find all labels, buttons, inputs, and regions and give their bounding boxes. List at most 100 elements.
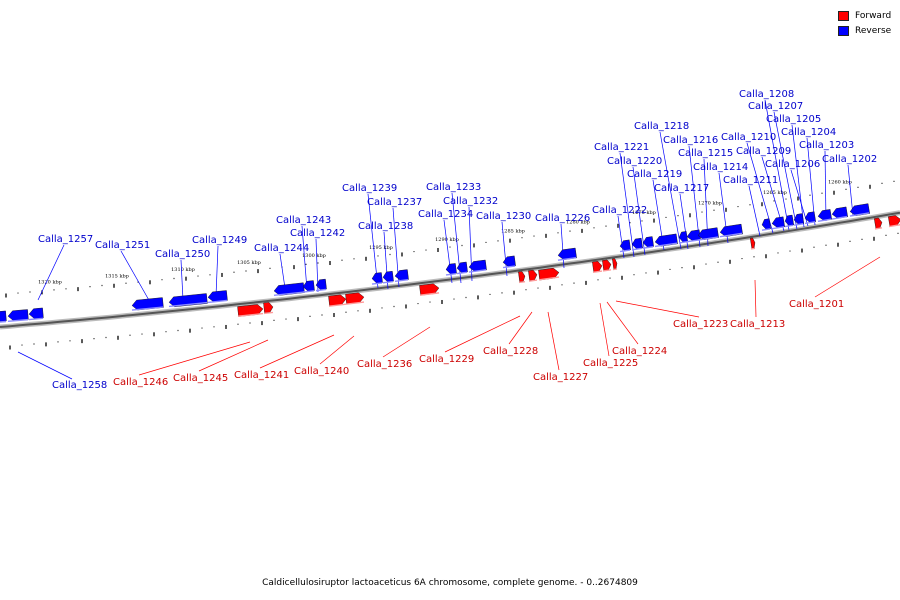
reverse-gene-arrow[interactable] [131, 297, 164, 311]
reverse-gene-arrow[interactable] [784, 214, 794, 226]
reverse-gene-arrow[interactable] [761, 218, 771, 230]
forward-gene-arrow[interactable] [345, 292, 365, 305]
tick-label: 1305 kbp [237, 260, 261, 266]
forward-gene-arrow[interactable] [592, 261, 603, 273]
reverse-gene-arrow[interactable] [619, 239, 631, 251]
reverse-gene-label[interactable]: Calla_1221 [594, 142, 649, 153]
forward-gene-arrow[interactable] [750, 237, 756, 249]
forward-gene-arrow[interactable] [518, 271, 526, 283]
reverse-gene-label[interactable]: Calla_1203 [799, 140, 854, 151]
reverse-gene-arrow[interactable] [804, 211, 816, 223]
reverse-gene-label[interactable]: Calla_1258 [52, 380, 107, 391]
reverse-gene-label[interactable]: Calla_1244 [254, 243, 309, 254]
reverse-gene-arrow[interactable] [642, 236, 654, 248]
reverse-gene-arrow[interactable] [445, 263, 457, 275]
reverse-gene-arrow-shadow [804, 221, 816, 225]
reverse-gene-arrow[interactable] [817, 209, 832, 221]
reverse-gene-arrow[interactable] [456, 261, 468, 273]
forward-gene-label[interactable]: Calla_1228 [483, 346, 538, 357]
reverse-gene-arrow[interactable] [631, 237, 643, 250]
reverse-gene-label[interactable]: Calla_1237 [367, 197, 422, 208]
reverse-gene-arrow[interactable] [686, 229, 701, 242]
reverse-gene-label[interactable]: Calla_1209 [736, 146, 791, 157]
reverse-gene-label[interactable]: Calla_1220 [607, 156, 662, 167]
reverse-gene-arrow[interactable] [207, 290, 228, 303]
reverse-gene-arrow[interactable] [771, 216, 785, 229]
reverse-gene-label[interactable]: Calla_1211 [723, 175, 778, 186]
reverse-gene-label[interactable]: Calla_1214 [693, 162, 748, 173]
reverse-gene-label[interactable]: Calla_1204 [781, 127, 836, 138]
forward-gene-arrow[interactable] [602, 259, 612, 271]
forward-gene-label[interactable]: Calla_1213 [730, 319, 785, 330]
reverse-gene-label[interactable]: Calla_1208 [739, 89, 794, 100]
reverse-gene-label[interactable]: Calla_1238 [358, 221, 413, 232]
reverse-gene-arrow[interactable] [678, 231, 688, 243]
forward-gene-label[interactable]: Calla_1240 [294, 366, 349, 377]
reverse-gene-arrow[interactable] [502, 255, 516, 267]
forward-gene-label[interactable]: Calla_1223 [673, 319, 728, 330]
forward-gene-label[interactable]: Calla_1225 [583, 358, 638, 369]
forward-gene-label[interactable]: Calla_1201 [789, 299, 844, 310]
reverse-gene-label[interactable]: Calla_1242 [290, 228, 345, 239]
reverse-gene-arrow[interactable] [557, 247, 577, 260]
forward-gene-arrow[interactable] [873, 217, 883, 229]
forward-gene-label[interactable]: Calla_1227 [533, 372, 588, 383]
tick-label: 1280 kbp [566, 219, 590, 225]
forward-gene-arrow-shadow [888, 224, 900, 228]
reverse-gene-arrow-shadow [131, 306, 164, 311]
reverse-gene-arrow[interactable] [468, 259, 487, 272]
reverse-gene-label[interactable]: Calla_1210 [721, 132, 776, 143]
reverse-gene-label[interactable]: Calla_1257 [38, 234, 93, 245]
reverse-gene-label[interactable]: Calla_1206 [765, 159, 820, 170]
forward-gene-label[interactable]: Calla_1245 [173, 373, 228, 384]
forward-gene-arrow[interactable] [528, 269, 538, 281]
forward-gene-label[interactable]: Calla_1224 [612, 346, 667, 357]
forward-gene-arrow[interactable] [888, 215, 900, 227]
forward-gene-arrow[interactable] [328, 294, 347, 307]
reverse-gene-label[interactable]: Calla_1202 [822, 154, 877, 165]
reverse-gene-label[interactable]: Calla_1215 [678, 148, 733, 159]
reverse-gene-label[interactable]: Calla_1250 [155, 249, 210, 260]
forward-gene-arrow[interactable] [419, 283, 440, 296]
reverse-gene-label[interactable]: Calla_1226 [535, 213, 590, 224]
reverse-gene-label[interactable]: Calla_1230 [476, 211, 531, 222]
reverse-gene-arrow[interactable] [654, 233, 678, 247]
reverse-gene-label[interactable]: Calla_1216 [663, 135, 718, 146]
forward-gene-arrow[interactable] [237, 304, 264, 317]
reverse-gene-arrow[interactable] [382, 270, 394, 283]
forward-gene-arrow[interactable] [263, 302, 274, 314]
reverse-gene-label[interactable]: Calla_1222 [592, 205, 647, 216]
reverse-gene-arrow[interactable] [394, 269, 409, 282]
reverse-gene-arrow[interactable] [831, 206, 848, 219]
reverse-gene-label[interactable]: Calla_1234 [418, 209, 473, 220]
reverse-gene-arrow[interactable] [697, 227, 719, 241]
reverse-gene-label[interactable]: Calla_1219 [627, 169, 682, 180]
forward-gene-label[interactable]: Calla_1241 [234, 370, 289, 381]
forward-gene-label[interactable]: Calla_1229 [419, 354, 474, 365]
reverse-gene-arrow[interactable] [302, 280, 315, 292]
reverse-gene-label[interactable]: Calla_1251 [95, 240, 150, 251]
reverse-gene-arrow[interactable] [315, 278, 327, 290]
reverse-gene-arrow[interactable] [371, 272, 383, 284]
forward-gene-label[interactable]: Calla_1246 [113, 377, 168, 388]
forward-gene-label[interactable]: Calla_1236 [357, 359, 412, 370]
reverse-gene-label[interactable]: Calla_1249 [192, 235, 247, 246]
reverse-gene-label[interactable]: Calla_1243 [276, 215, 331, 226]
forward-gene-arrow[interactable] [612, 258, 618, 269]
reverse-gene-arrow-shadow [793, 223, 804, 226]
reverse-gene-label[interactable]: Calla_1232 [443, 196, 498, 207]
reverse-gene-arrow[interactable] [0, 310, 7, 322]
reverse-gene-label[interactable]: Calla_1205 [766, 114, 821, 125]
reverse-gene-label[interactable]: Calla_1218 [634, 121, 689, 132]
reverse-gene-label[interactable]: Calla_1207 [748, 101, 803, 112]
reverse-gene-arrow-shadow [315, 288, 327, 292]
reverse-gene-arrow[interactable] [7, 309, 29, 321]
reverse-gene-arrow[interactable] [793, 213, 804, 225]
reverse-gene-label[interactable]: Calla_1233 [426, 182, 481, 193]
reverse-gene-arrow[interactable] [28, 307, 44, 319]
reverse-leader-line [824, 150, 827, 222]
forward-leader-line [198, 339, 269, 372]
reverse-gene-label[interactable]: Calla_1239 [342, 183, 397, 194]
reverse-gene-arrow[interactable] [849, 203, 870, 217]
reverse-gene-label[interactable]: Calla_1217 [654, 183, 709, 194]
